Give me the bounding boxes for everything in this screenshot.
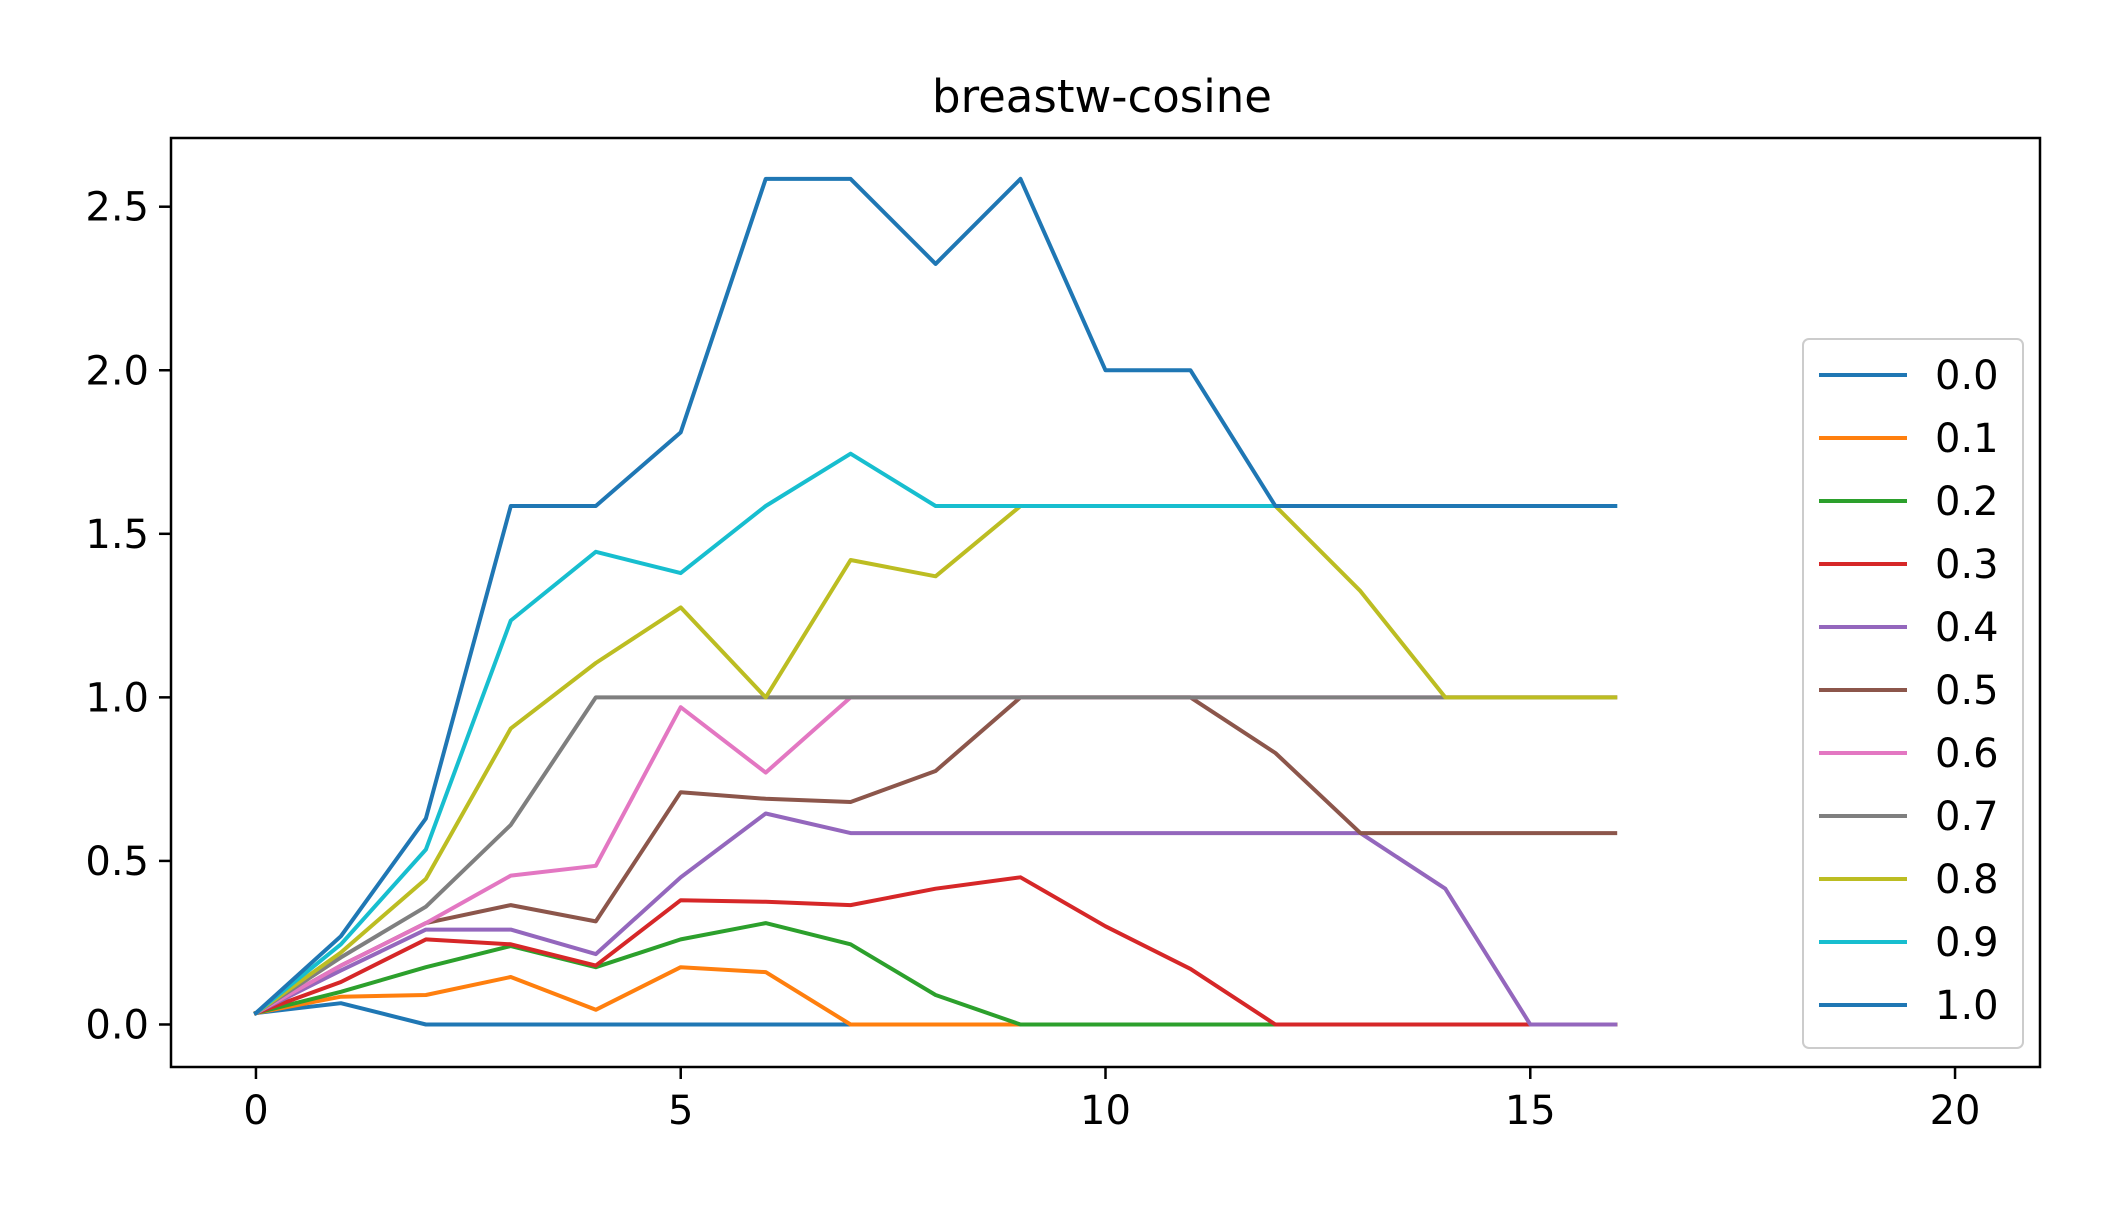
x-tick-label: 15: [1505, 1088, 1556, 1134]
series-line-0-2: [253, 921, 1618, 1027]
y-tick-label: 1.5: [85, 512, 149, 558]
y-tick-label: 0.0: [85, 1002, 149, 1048]
series-line-0-4: [253, 811, 1618, 1027]
y-tick-label: 1.0: [85, 675, 149, 721]
legend-label: 0.5: [1935, 668, 1999, 714]
x-tick-label: 0: [243, 1088, 268, 1134]
legend-label: 0.2: [1935, 479, 1999, 525]
legend-label: 0.0: [1935, 353, 1999, 399]
series-line-0-5: [253, 695, 1618, 1016]
legend-label: 0.6: [1935, 731, 1999, 777]
x-tick-label: 20: [1930, 1088, 1981, 1134]
x-tick-label: 5: [668, 1088, 693, 1134]
chart-title: breastw-cosine: [932, 70, 1272, 123]
y-tick-label: 0.5: [85, 839, 149, 885]
series-layer: [253, 176, 1618, 1027]
legend-label: 1.0: [1935, 983, 1999, 1029]
series-line-0-3: [253, 875, 1618, 1027]
legend-box: [1802, 338, 2024, 1049]
x-tick-label: 10: [1080, 1088, 1131, 1134]
legend-label: 0.3: [1935, 542, 1999, 588]
legend-label: 0.9: [1935, 920, 1999, 966]
legend-label: 0.8: [1935, 857, 1999, 903]
series-line-0-6: [253, 695, 1618, 1016]
y-tick-label: 2.0: [85, 348, 149, 394]
series-line-0-7: [253, 695, 1618, 1016]
x-axis: 0 5 10 15 20: [243, 1067, 1980, 1134]
legend-label: 0.1: [1935, 416, 1999, 462]
legend-label: 0.7: [1935, 794, 1999, 840]
series-line-1-0: [253, 176, 1618, 1016]
y-axis: 0.0 0.5 1.0 1.5 2.0 2.5: [85, 185, 171, 1048]
series-line-0-0: [253, 1001, 1618, 1027]
legend: 0.0 0.1 0.2 0.3 0.4 0.5 0.6 0.7 0.8 0.9 1.0: [1802, 338, 2024, 1049]
series-line-0-8: [253, 504, 1618, 1016]
legend-label: 0.4: [1935, 605, 1999, 651]
y-tick-label: 2.5: [85, 185, 149, 231]
